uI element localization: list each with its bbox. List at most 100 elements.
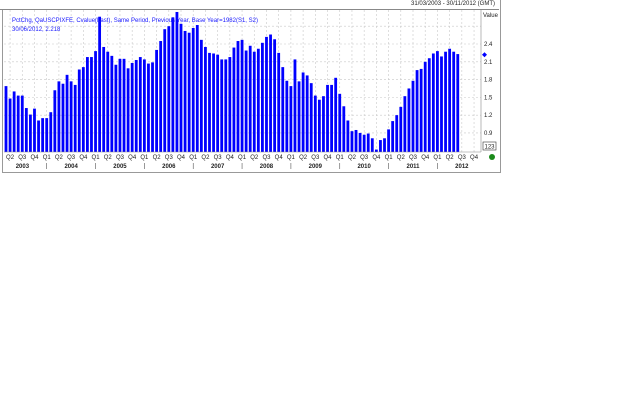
x-quarter-label: Q1: [433, 155, 442, 161]
bar: [53, 90, 57, 152]
x-quarter-label: Q4: [79, 155, 88, 161]
bar: [256, 48, 260, 152]
bar: [126, 68, 130, 152]
bar: [273, 39, 277, 153]
y-axis-title: Value: [483, 13, 499, 19]
bar: [216, 54, 220, 153]
x-quarter-label: Q3: [165, 155, 174, 161]
bar: [240, 39, 244, 152]
x-year-label: 2003: [16, 164, 30, 170]
y-tick-label: 0.9: [484, 131, 493, 137]
bar: [293, 59, 297, 152]
bar: [427, 58, 431, 153]
bar: [317, 99, 321, 152]
bar: [387, 129, 390, 152]
x-quarter-label: Q3: [458, 155, 467, 161]
bar: [142, 59, 146, 152]
bar: [159, 41, 163, 152]
bar: [338, 93, 342, 152]
bar: [379, 140, 382, 152]
bar: [448, 48, 452, 152]
bar: [195, 25, 199, 152]
bar: [8, 98, 12, 152]
y-tick-label: 1.2: [484, 113, 493, 119]
x-quarter-label: Q1: [189, 155, 198, 161]
x-year-label: 2006: [162, 164, 176, 170]
x-quarter-label: Q3: [67, 155, 76, 161]
bar: [179, 23, 183, 153]
bar: [346, 120, 350, 152]
y-tick-label: 2.4: [484, 42, 493, 48]
x-quarter-label: Q4: [421, 155, 430, 161]
y-tick-label: 2.1: [484, 60, 493, 66]
bar: [65, 74, 69, 152]
x-quarter-label: Q2: [348, 155, 357, 161]
bar: [94, 51, 97, 153]
bar: [24, 108, 28, 152]
x-year-label: 2012: [455, 164, 469, 170]
bar: [147, 63, 150, 152]
badge-box[interactable]: [482, 141, 497, 151]
bar: [20, 95, 24, 152]
x-quarter-label: Q4: [177, 155, 186, 161]
bar: [90, 57, 93, 152]
bar: [374, 149, 378, 152]
x-quarter-label: Q4: [128, 155, 137, 161]
x-year-label: 2004: [64, 164, 78, 170]
bar: [199, 39, 203, 152]
bar: [383, 138, 386, 152]
bar: [155, 49, 158, 152]
bar: [191, 27, 195, 153]
bar: [130, 62, 134, 153]
bar: [415, 70, 419, 152]
status-dot-icon[interactable]: [489, 154, 495, 160]
bar: [12, 91, 16, 152]
x-quarter-label: Q2: [104, 155, 113, 161]
bar: [171, 17, 175, 152]
bar: [261, 42, 264, 153]
bar: [265, 36, 268, 152]
date-range: 31/03/2003 - 30/11/2012 (GMT): [411, 1, 495, 7]
x-quarter-label: Q2: [397, 155, 406, 161]
bar: [313, 95, 317, 152]
badge-text: 123: [485, 145, 496, 151]
bar: [224, 59, 228, 152]
bar: [399, 106, 403, 152]
bar: [252, 51, 256, 152]
chart-header: 31/03/2003 - 30/11/2012 (GMT): [0, 0, 499, 10]
x-quarter-label: Q3: [214, 155, 223, 161]
bar: [4, 86, 8, 152]
x-quarter-label: Q1: [385, 155, 394, 161]
legend-series-label: PctChg, QaUSCPIXFE, Cvalue(Last), Same P…: [12, 18, 258, 24]
bar: [228, 57, 232, 152]
x-quarter-label: Q1: [92, 155, 101, 161]
bar: [57, 81, 61, 152]
x-quarter-label: Q3: [409, 155, 418, 161]
bar: [69, 81, 73, 152]
bar: [183, 30, 187, 152]
bar: [49, 112, 53, 152]
bar: [326, 84, 329, 152]
x-quarter-label: Q2: [201, 155, 210, 161]
bar: [118, 58, 122, 153]
x-quarter-label: Q2: [299, 155, 308, 161]
x-year-label: 2009: [309, 164, 323, 170]
bar: [395, 115, 399, 152]
x-quarter-label: Q1: [287, 155, 296, 161]
bar: [244, 50, 248, 153]
bar: [37, 120, 40, 152]
bar: [411, 80, 415, 152]
bar: [138, 57, 142, 152]
bar: [33, 108, 36, 152]
x-quarter-label: Q1: [140, 155, 149, 161]
bar: [289, 86, 293, 152]
x-year-label: 2007: [211, 164, 225, 170]
bar: [436, 51, 439, 153]
x-quarter-label: Q4: [275, 155, 284, 161]
x-year-label: 2005: [113, 164, 127, 170]
bar: [277, 52, 281, 152]
x-year-label: 2011: [406, 164, 420, 170]
x-quarter-label: Q2: [446, 155, 455, 161]
bar: [370, 138, 374, 152]
x-quarter-label: Q2: [153, 155, 162, 161]
